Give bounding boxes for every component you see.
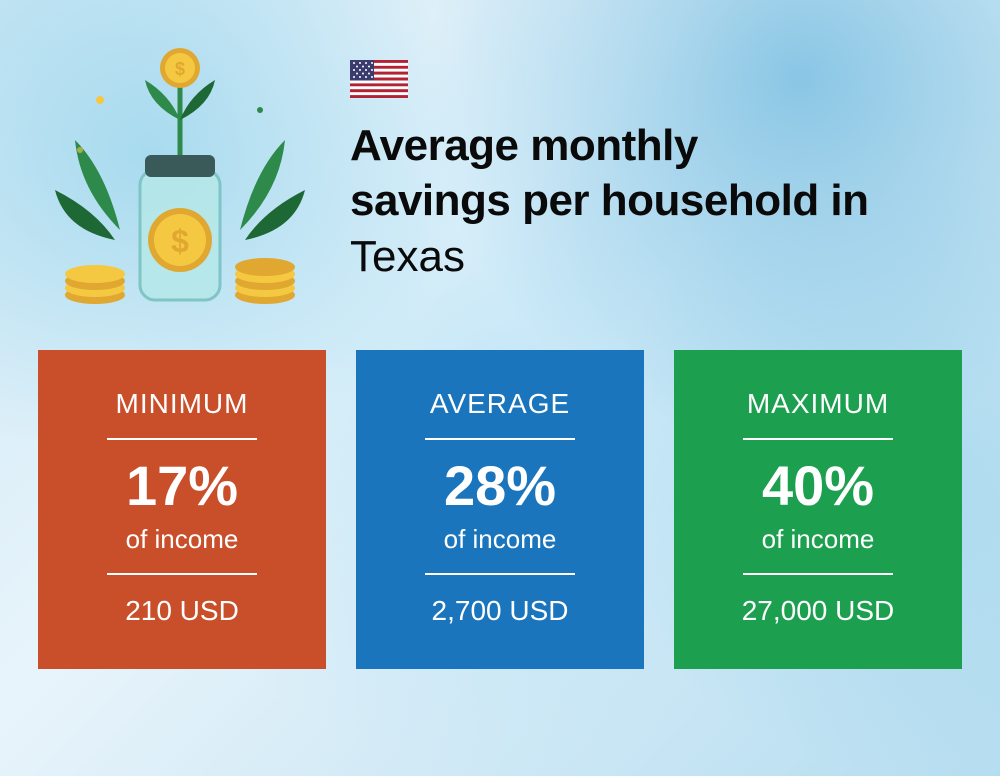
header-section: $ $ <box>0 0 1000 320</box>
stat-cards-row: MINIMUM 17% of income 210 USD AVERAGE 28… <box>0 320 1000 669</box>
card-label: AVERAGE <box>430 388 570 420</box>
divider <box>107 573 257 575</box>
card-label: MINIMUM <box>116 388 249 420</box>
jar-plant-icon: $ $ <box>50 40 310 320</box>
divider <box>425 438 575 440</box>
page-title-line1: Average monthly <box>350 118 869 173</box>
divider <box>743 438 893 440</box>
card-sub: of income <box>126 524 239 555</box>
card-sub: of income <box>762 524 875 555</box>
card-amount: 210 USD <box>125 595 239 627</box>
card-percent: 40% <box>762 458 874 514</box>
card-amount: 2,700 USD <box>432 595 569 627</box>
stat-card-average: AVERAGE 28% of income 2,700 USD <box>356 350 644 669</box>
card-label: MAXIMUM <box>747 388 889 420</box>
card-amount: 27,000 USD <box>742 595 895 627</box>
divider <box>425 573 575 575</box>
savings-illustration: $ $ <box>50 40 310 320</box>
card-sub: of income <box>444 524 557 555</box>
page-title-line2: savings per household in <box>350 173 869 228</box>
us-flag-icon <box>350 60 408 98</box>
card-percent: 17% <box>126 458 238 514</box>
divider <box>743 573 893 575</box>
svg-text:$: $ <box>175 59 185 79</box>
stat-card-minimum: MINIMUM 17% of income 210 USD <box>38 350 326 669</box>
title-block: Average monthly savings per household in… <box>350 40 869 282</box>
divider <box>107 438 257 440</box>
card-percent: 28% <box>444 458 556 514</box>
stat-card-maximum: MAXIMUM 40% of income 27,000 USD <box>674 350 962 669</box>
page-title-location: Texas <box>350 232 869 282</box>
svg-text:$: $ <box>171 223 189 259</box>
